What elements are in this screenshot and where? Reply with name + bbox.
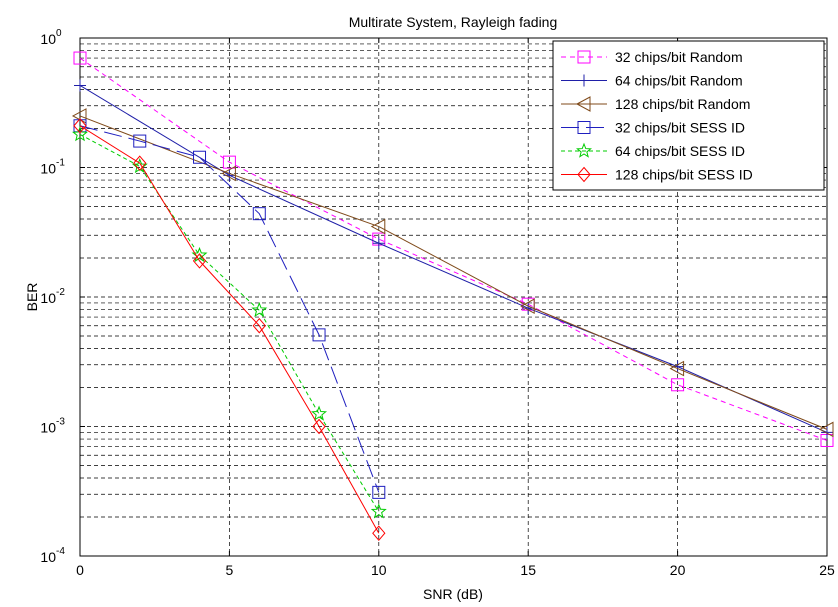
x-axis-label: SNR (dB) [423,586,483,602]
legend-label: 64 chips/bit SESS ID [615,143,745,159]
data-point-square [222,155,236,169]
x-tick-label: 20 [670,562,686,578]
legend-marker-square [577,121,591,134]
legend-label: 128 chips/bit SESS ID [615,167,753,183]
series-line [79,115,828,430]
legend-marker-diamond [577,166,591,183]
y-tick-exponent: -3 [56,417,65,428]
data-point-diamond [372,525,386,541]
data-point-triangle-left [221,165,236,182]
legend-marker-square [577,50,591,64]
data-point-square [372,485,386,499]
y-tick-label: 10 [40,420,56,436]
y-tick-label: 10 [40,31,56,47]
series-line [79,85,828,433]
x-tick-label: 10 [371,562,387,578]
legend-label: 128 chips/bit Random [615,96,750,112]
y-tick-label: 10 [40,549,56,565]
data-point-square [252,207,266,221]
series-6 [73,118,386,541]
data-point-plus [372,237,385,250]
data-point-square [193,150,207,164]
data-point-plus [74,79,86,92]
data-point-square [671,378,685,392]
y-tick-exponent: -1 [56,158,65,169]
legend-entry: 128 chips/bit Random [561,96,750,112]
legend-entry: 32 chips/bit Random [561,49,743,65]
y-axis-label: BER [24,283,40,312]
series-line [79,125,380,493]
legend-marker-star [576,142,592,158]
data-point-diamond [192,253,207,269]
y-tick-exponent: -2 [56,287,65,298]
y-tick-label: 10 [40,290,56,306]
data-point-triangle-left [370,218,386,235]
data-point-triangle-left [818,421,834,438]
series [71,51,834,541]
legend-entry: 32 chips/bit SESS ID [561,120,745,136]
y-tick-label: 10 [40,161,56,177]
chart-title: Multirate System, Rayleigh fading [349,14,558,30]
data-point-diamond [73,118,87,134]
data-point-star [370,503,387,519]
legend-label: 32 chips/bit Random [615,49,743,65]
x-tick-label: 0 [76,562,84,578]
legend-marker-triangle-left [575,96,591,112]
data-point-diamond [312,418,326,435]
data-point-square [312,328,326,342]
legend-label: 64 chips/bit Random [615,73,743,89]
data-point-star [72,126,88,142]
legend-marker-plus [578,74,590,87]
x-tick-label: 15 [520,562,536,578]
legend-entry: 64 chips/bit SESS ID [561,142,745,159]
data-point-diamond [133,155,147,171]
data-point-triangle-left [669,360,685,377]
y-tick-exponent: -4 [56,546,65,557]
x-tick-label: 25 [819,562,835,578]
legend-box [552,40,825,191]
series-line [79,133,380,512]
data-point-star [251,301,268,318]
legend: 32 chips/bit Random 64 chips/bit Random 12… [552,40,825,191]
legend-entry: 128 chips/bit SESS ID [561,167,753,183]
data-point-diamond [252,317,266,334]
legend-label: 32 chips/bit SESS ID [615,120,745,136]
data-point-square [73,51,87,65]
y-tick-exponent: 0 [56,28,62,39]
data-point-triangle-left [520,298,535,314]
data-point-plus [821,426,833,439]
data-point-square [133,134,147,148]
x-tick-label: 5 [226,562,234,578]
legend-entry: 64 chips/bit Random [561,73,743,89]
series-line [79,125,380,534]
data-point-star [311,405,328,421]
